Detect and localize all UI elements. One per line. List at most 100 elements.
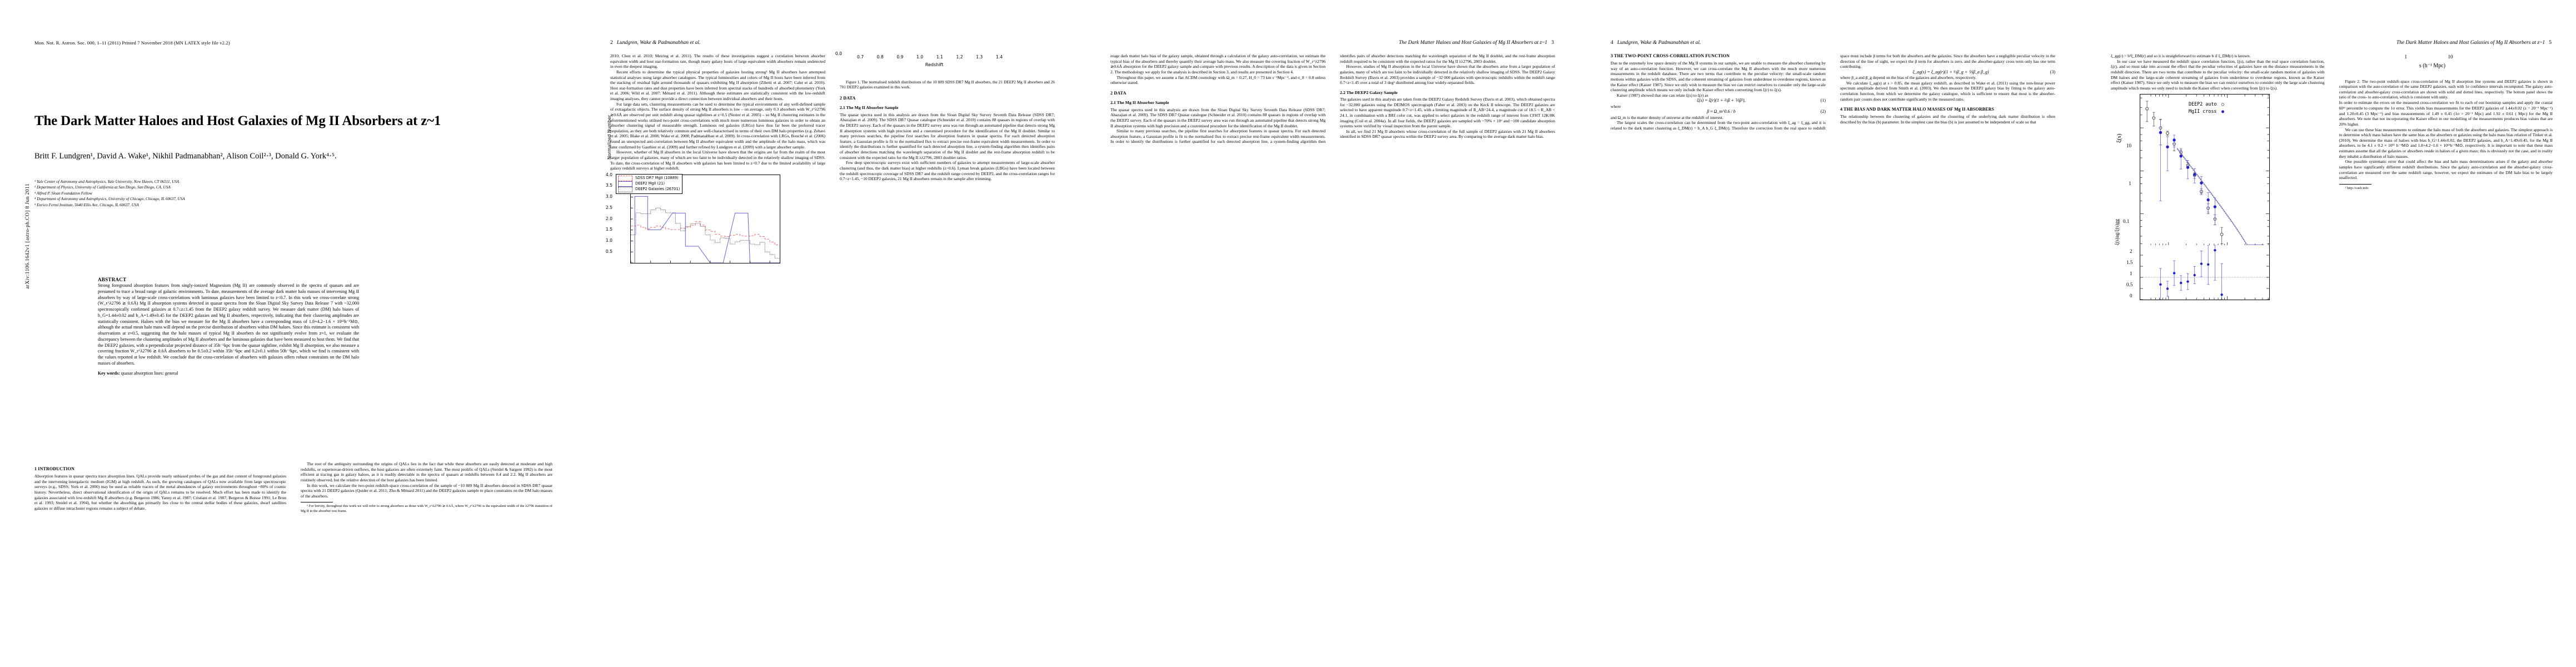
ratio-point: [2166, 287, 2169, 290]
paragraph: We calculate ξ_ag(s) at s > 0.85, the me…: [1840, 80, 2055, 102]
paragraph: Recent efforts to determine the typical …: [610, 69, 825, 101]
affiliation-item: ² Department of Physics, University of C…: [34, 185, 171, 190]
figure-2-y-axis-label-top: ξ(s): [2116, 133, 2122, 143]
legend-entry-deep2-auto: DEEP2 auto ○: [2189, 101, 2226, 107]
page-2: 2 Lundgren, Wake & Padmanabhan et al. 20…: [578, 0, 1078, 667]
page-3-body: erage dark matter halo bias of the galax…: [1110, 53, 1555, 654]
paragraph: One possible systematic error that could…: [2339, 159, 2553, 181]
equation-3: ξ_ag(s) = ξ_ag(r)(1 + ⅓β_g + ⅕β_a β_g) (…: [1912, 69, 2055, 74]
subsection-heading-mgii-sample-p3: 2.1 The Mg II Absorber Sample: [1110, 100, 1169, 106]
equation-1: ξ(s) = ξ(r)(1 + ⅔β + ⅕β²), (1): [1697, 98, 1826, 103]
legend-label: SDSS DR7 MgII (10889): [635, 175, 679, 180]
figure-2-bottom-svg: [2140, 245, 2269, 300]
ratio-point: [2180, 282, 2183, 285]
equation-number: (3): [2050, 69, 2055, 74]
running-head-title: The Dark Matter Haloes and Host Galaxies…: [2396, 40, 2545, 46]
figure-1-x-axis-label: Redshift: [925, 62, 944, 67]
section-heading-cross-correlation: 3 THE TWO-POINT CROSS-CORRELATION FUNCTI…: [1611, 53, 1730, 58]
paragraph: We can use these bias measurements to es…: [2339, 127, 2553, 159]
page-4: 4 Lundgren, Wake & Padmanabhan et al. 3 …: [1578, 0, 2079, 667]
subsection-heading-mgii-sample: 2.1 The Mg II Absorber Sample: [840, 105, 899, 111]
page-5: The Dark Matter Haloes and Host Galaxies…: [2079, 0, 2576, 667]
page-number: 3: [1551, 40, 1554, 46]
figure-1-y-tick: 3.0: [605, 194, 612, 200]
journal-info-line: Mon. Not. R. Astron. Soc. 000, 1–11 (201…: [34, 40, 230, 46]
paragraph: The quasar spectra used in this analysis…: [840, 112, 1055, 160]
figure-1-y-axis-label: Normalized Number: [607, 115, 612, 160]
paragraph: Throughout this paper, we assume a flat …: [1110, 74, 1326, 86]
paragraph: and Ω_m is the matter density of univers…: [1611, 115, 1723, 120]
paragraph: ξ_gg(r) = b²ξ_DM(r) and so it is straigh…: [2111, 53, 2251, 58]
figure-1-y-tick: 2.0: [605, 216, 612, 221]
affiliation-item: ³ Alfred P. Sloan Foundation Fellow: [34, 191, 92, 196]
figure-2-y-tick-ratio: 0.5: [2126, 282, 2133, 288]
figure-1-y-tick: 2.5: [605, 205, 612, 210]
legend-entry-sdss: SDSS DR7 MgII (10889): [618, 175, 680, 181]
page-1: Mon. Not. R. Astron. Soc. 000, 1–11 (201…: [0, 0, 578, 667]
paragraph: Few deep spectroscopic surveys exist wit…: [840, 160, 1055, 182]
equation-number: (1): [1820, 98, 1826, 103]
paragraph: The largest scales the cross-correlation…: [1611, 53, 2055, 131]
figure-2-y-axis-label-bottom: ξ(s)ag/ξ(s)gg: [2114, 219, 2120, 246]
equation-2: β ≈ Ω_m^0.6 / b (2): [1707, 109, 1826, 115]
ratio-point: [2159, 283, 2162, 286]
figure-2-y-tick-ratio: 0: [2130, 293, 2132, 299]
running-head-page-2: 2 Lundgren, Wake & Padmanabhan et al.: [610, 40, 700, 46]
cross-point: [2173, 138, 2176, 142]
abstract-block: ABSTRACT Strong foreground absorption fe…: [98, 277, 359, 376]
legend-swatch-solid-icon: [618, 181, 632, 187]
page-number: 5: [2549, 40, 2552, 46]
figure-2-x-tick: 1: [2404, 54, 2408, 59]
legend-entry-mgii-cross: MgII cross ●: [2189, 108, 2226, 115]
figure-2-y-tick-ratio: 2: [2130, 248, 2132, 255]
paragraph: 2010; Chen et al. 2010; Meiring et al. 2…: [610, 53, 825, 69]
legend-label: DEEP2 auto: [2189, 101, 2217, 107]
figure-2-x-tick: 10: [2448, 54, 2453, 59]
auto-point: [2145, 107, 2149, 111]
running-head-page-3: The Dark Matter Haloes and Host Galaxies…: [1399, 40, 1554, 46]
paragraph: erage dark matter halo bias of the galax…: [1110, 53, 1326, 74]
abstract-heading: ABSTRACT: [98, 277, 127, 282]
cross-point: [2186, 166, 2190, 170]
figure-1-plot-area: Normalized Number 4.0 3.5 3.0 2.5 2.0 1.…: [606, 51, 1015, 263]
running-head-title: Lundgren, Wake & Padmanabhan et al.: [1617, 40, 1701, 46]
affiliation-item: ⁴ Department of Astronomy and Astrophysi…: [34, 197, 185, 202]
ratio-point: [2193, 274, 2196, 277]
figure-1-x-tick: 1.3: [976, 54, 983, 59]
running-head-title: Lundgren, Wake & Padmanabhan et al.: [616, 40, 701, 46]
paragraph: Absorption features in quasar spectra tr…: [34, 474, 286, 511]
legend-entry-deep2-mgii: DEEP2 MgII (21): [618, 181, 680, 187]
legend-swatch-dashed-icon: [618, 175, 632, 181]
page-5-body: ξ_gg(r) = b²ξ_DM(r) and so it is straigh…: [2111, 53, 2553, 654]
series-solid: [634, 196, 780, 263]
auto-point: [2220, 233, 2224, 236]
ratio-point: [2173, 272, 2176, 275]
cross-point: [2213, 205, 2217, 209]
figure-1-y-tick: 3.5: [605, 183, 612, 188]
section-heading-data-p3: 2 DATA: [1110, 90, 1127, 96]
page-3: The Dark Matter Haloes and Host Galaxies…: [1078, 0, 1578, 667]
affiliation-list: ¹ Yale Center of Astronomy and Astrophys…: [34, 179, 468, 208]
footnote: ² http://casb.info: [2345, 186, 2369, 190]
paragraph: However, whether of Mg II absorbers in t…: [610, 150, 825, 171]
figure-1-y-tick: 1.0: [605, 238, 612, 243]
legend-entry-deep2-galaxies: DEEP2 Galaxies (26701): [618, 186, 680, 192]
running-head-page-4: 4 Lundgren, Wake & Padmanabhan et al.: [1611, 40, 1701, 46]
paragraph: Kaiser (1987) showed that one can relate…: [1617, 92, 1708, 98]
page-1-body: 1 INTRODUCTION Absorption features in qu…: [34, 461, 552, 650]
keywords-line: Key words: quasar absorption lines: gene…: [98, 371, 359, 377]
keywords-value: quasar absorption lines: general: [121, 370, 178, 376]
figure-1-x-tick: 1.1: [936, 54, 943, 59]
auto-point: [2166, 132, 2169, 135]
author-list: Britt F. Lundgren¹, David A. Wake¹, Nikh…: [34, 152, 337, 161]
figure-1-y-tick: 0.0: [835, 51, 842, 56]
figure-1-y-tick: 0.5: [605, 248, 612, 254]
figure-1-x-tick: 1.4: [995, 54, 1003, 59]
paragraph: In order to estimate the errors on the m…: [2339, 100, 2553, 127]
figure-2-y-tick: 1: [2129, 181, 2131, 187]
ratio-point: [2214, 249, 2216, 252]
figure-1-x-tick: 1.2: [956, 54, 963, 59]
figure-2-x-axis-label: s (h⁻¹ Mpc): [2419, 63, 2446, 69]
auto-point: [2152, 116, 2156, 120]
